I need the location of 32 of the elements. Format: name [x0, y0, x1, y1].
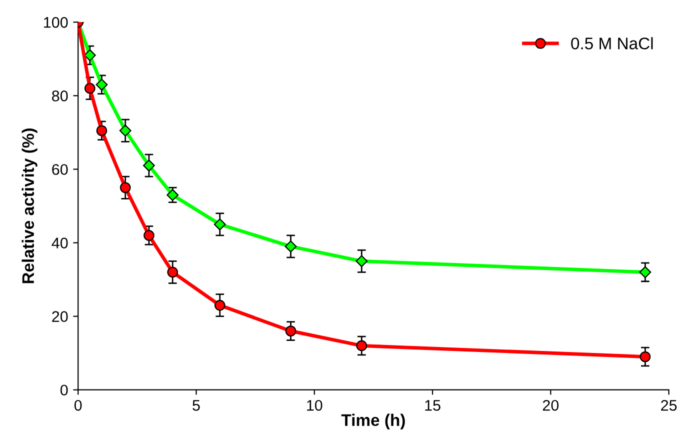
- point: [356, 340, 368, 352]
- point: [214, 218, 226, 230]
- y-tick-label: 100: [44, 17, 68, 28]
- point: [144, 230, 154, 241]
- y-axis-title: Relative activity (%): [22, 128, 38, 284]
- y-tick-label: 0: [60, 384, 68, 396]
- x-tick-label: 0: [74, 400, 82, 411]
- y-tick-label: 80: [52, 90, 68, 102]
- x-tick-label: 20: [542, 400, 559, 411]
- point: [96, 125, 108, 136]
- x-tick-label: 25: [661, 400, 677, 411]
- point: [285, 326, 296, 336]
- point: [143, 160, 155, 172]
- y-tick-label: 40: [52, 238, 68, 248]
- legend-label: 0.5 M NaCl: [571, 37, 653, 50]
- point: [119, 124, 132, 137]
- y-tick-label: 20: [52, 311, 68, 322]
- x-tick-label: 5: [192, 400, 200, 411]
- x-tick-label: 10: [307, 400, 322, 411]
- point: [120, 182, 131, 194]
- point: [166, 189, 179, 201]
- point: [167, 266, 178, 278]
- point: [214, 300, 226, 311]
- point: [639, 266, 652, 278]
- point: [356, 255, 368, 268]
- y-tick-label: 60: [52, 164, 68, 175]
- point: [84, 82, 96, 94]
- x-axis-title: Time (h): [341, 414, 405, 430]
- point: [96, 78, 108, 91]
- point: [284, 240, 297, 252]
- point: [640, 351, 651, 362]
- x-tick-label: 15: [425, 400, 440, 411]
